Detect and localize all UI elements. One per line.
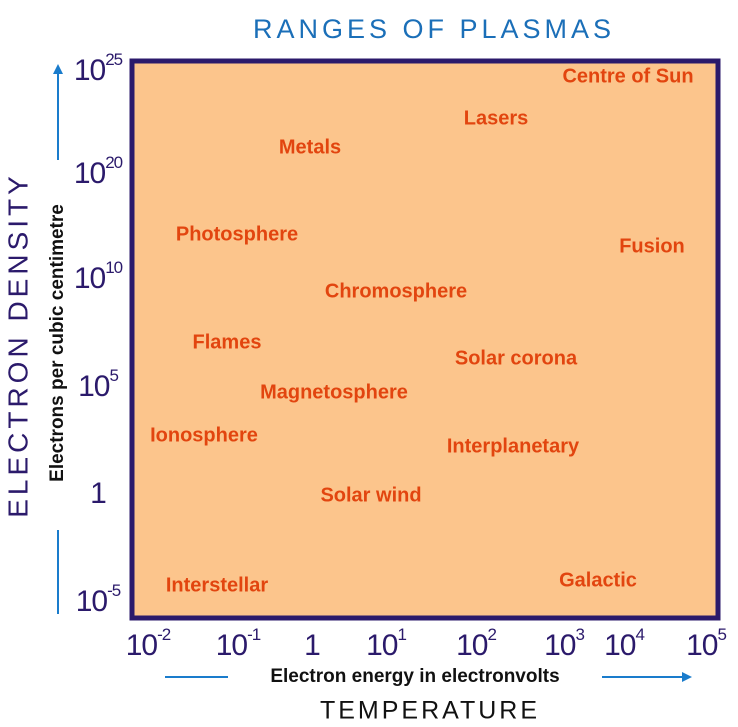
tick-exponent: 10 [105, 258, 122, 277]
region-label: Chromosphere [325, 280, 467, 302]
region-label: Solar corona [455, 347, 578, 369]
y-tick-label: 10-5 [76, 581, 121, 617]
tick-exponent: 2 [487, 625, 496, 644]
tick-exponent: 25 [105, 50, 122, 69]
x-tick-label: 10-1 [216, 625, 261, 661]
x-tick-label: 102 [456, 625, 496, 661]
y-tick-label: 105 [78, 366, 118, 402]
tick-exponent: -2 [157, 625, 171, 644]
y-axis-label: Electrons per cubic centimetre [47, 204, 68, 482]
tick-base: 1 [304, 629, 320, 662]
tick-exponent: 5 [717, 625, 726, 644]
x-tick-label: 101 [366, 625, 406, 661]
tick-base: 10 [604, 629, 636, 662]
tick-base: 1 [90, 477, 106, 510]
title: RANGES OF PLASMAS [253, 14, 615, 44]
region-label: Centre of Sun [562, 65, 693, 87]
tick-base: 10 [76, 585, 108, 618]
tick-base: 10 [544, 629, 576, 662]
y-tick-label: 1010 [74, 258, 123, 294]
tick-exponent: 20 [105, 153, 122, 172]
region-label: Ionosphere [150, 424, 258, 446]
tick-base: 10 [686, 629, 718, 662]
region-label: Interplanetary [447, 435, 580, 457]
tick-base: 10 [74, 157, 106, 190]
tick-base: 10 [78, 370, 110, 403]
tick-base: 10 [456, 629, 488, 662]
plot-area [129, 58, 721, 621]
x-axis-title: TEMPERATURE [320, 697, 540, 725]
region-label: Metals [279, 136, 341, 158]
region-label: Fusion [619, 235, 685, 257]
region-label: Interstellar [166, 574, 268, 596]
tick-exponent: 1 [397, 625, 406, 644]
x-tick-label: 103 [544, 625, 584, 661]
x-tick-label: 105 [686, 625, 726, 661]
x-axis-label: Electron energy in electronvolts [270, 666, 559, 687]
tick-exponent: 5 [109, 366, 118, 385]
tick-base: 10 [366, 629, 398, 662]
region-labels: Centre of Sun Lasers Metals Photosphere Fusi… [150, 65, 693, 596]
y-tick-label: 1025 [74, 50, 123, 86]
region-label: Magnetosphere [260, 381, 408, 403]
y-axis-title: ELECTRON DENSITY [2, 172, 33, 518]
tick-base: 10 [216, 629, 248, 662]
region-label: Lasers [464, 107, 529, 129]
tick-exponent: 4 [635, 625, 644, 644]
x-tick-label: 1 [304, 629, 320, 662]
tick-base: 10 [126, 629, 158, 662]
tick-exponent: -5 [107, 581, 121, 600]
tick-exponent: 3 [575, 625, 584, 644]
y-tick-label: 1020 [74, 153, 123, 189]
x-tick-label: 10-2 [126, 625, 171, 661]
region-label: Photosphere [176, 223, 298, 245]
region-label: Galactic [559, 569, 637, 591]
tick-base: 10 [74, 262, 106, 295]
x-tick-label: 104 [604, 625, 644, 661]
region-label: Solar wind [320, 484, 421, 506]
tick-exponent: -1 [247, 625, 261, 644]
region-label: Flames [193, 331, 262, 353]
y-tick-label: 1 [90, 477, 106, 510]
tick-base: 10 [74, 54, 106, 87]
